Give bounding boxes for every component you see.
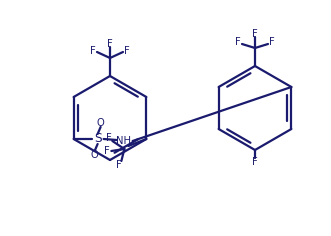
Text: F: F: [235, 37, 241, 47]
Text: F: F: [269, 37, 275, 47]
Text: NH: NH: [116, 136, 131, 146]
Text: F: F: [105, 146, 110, 156]
Text: F: F: [252, 29, 258, 39]
Text: O: O: [97, 118, 105, 128]
Text: F: F: [107, 39, 113, 49]
Text: F: F: [107, 133, 112, 143]
Text: S: S: [94, 132, 101, 146]
Text: F: F: [252, 157, 258, 167]
Text: O: O: [91, 150, 99, 160]
Text: F: F: [90, 46, 96, 56]
Text: F: F: [124, 46, 130, 56]
Text: F: F: [117, 160, 122, 170]
